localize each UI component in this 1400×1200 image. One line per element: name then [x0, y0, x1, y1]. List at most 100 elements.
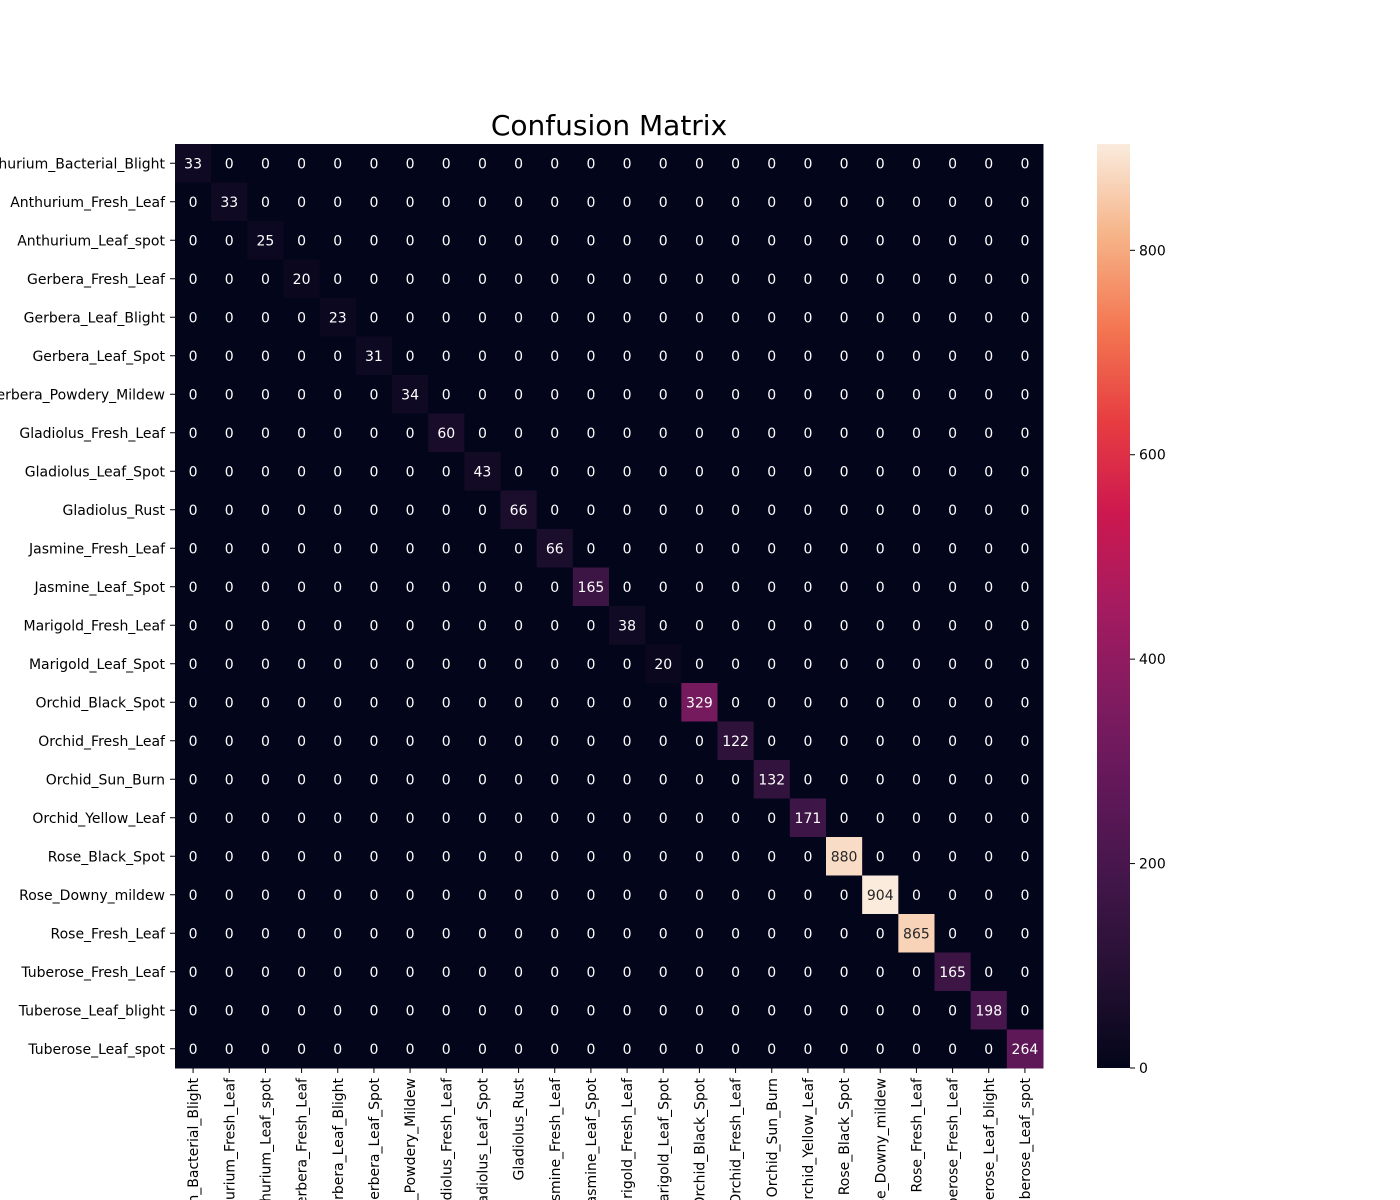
cell-value-label: 0: [261, 618, 270, 634]
heatmap-cell: [717, 644, 755, 684]
heatmap-cell: [789, 529, 827, 568]
cell-value-label: 0: [333, 387, 342, 403]
heatmap-cell: [862, 606, 899, 645]
heatmap-cell: [717, 567, 755, 607]
heatmap-cell: [609, 606, 646, 645]
colorbar-tick-label: 400: [1139, 652, 1166, 668]
heatmap-cell: [789, 837, 827, 876]
heatmap-cell: [970, 760, 1008, 799]
cell-value-label: 0: [297, 734, 306, 750]
cell-value-label: 0: [478, 233, 487, 249]
cell-value-label: 0: [912, 426, 921, 442]
cell-value-label: 0: [189, 657, 198, 673]
cell-value-label: 0: [876, 618, 885, 634]
heatmap-cell: [1006, 952, 1044, 992]
cell-value-label: 0: [189, 233, 198, 249]
heatmap-cell: [862, 837, 899, 876]
heatmap-cell: [717, 144, 755, 183]
heatmap-cell: [464, 1029, 501, 1069]
heatmap-cell: [500, 606, 538, 645]
cell-value-label: 0: [803, 195, 812, 211]
cell-value-label: 0: [406, 618, 415, 634]
cell-value-label: 0: [406, 426, 415, 442]
heatmap-cell: [283, 375, 321, 414]
heatmap-cell: [934, 606, 972, 645]
cell-value-label: 0: [406, 310, 415, 326]
heatmap-cell: [211, 721, 248, 761]
heatmap-cell: [464, 914, 501, 953]
cell-value-label: 0: [442, 849, 451, 865]
cell-value-label: 165: [939, 965, 966, 981]
heatmap-cell: [572, 798, 610, 838]
cell-value-label: 0: [261, 965, 270, 981]
heatmap-cell: [247, 1029, 284, 1069]
heatmap-cell: [609, 144, 646, 183]
heatmap-cell: [789, 375, 827, 414]
heatmap-cell: [826, 259, 863, 299]
cell-value-label: 31: [365, 349, 383, 365]
cell-value-label: 0: [333, 580, 342, 596]
cell-value-label: 0: [550, 156, 559, 172]
heatmap-cell: [500, 991, 538, 1030]
cell-value-label: 0: [695, 349, 704, 365]
cell-value-label: 0: [514, 233, 523, 249]
heatmap-cell: [175, 182, 212, 222]
heatmap-cell: [175, 413, 212, 453]
cell-value-label: 0: [659, 310, 668, 326]
heatmap-cell: [500, 837, 538, 876]
cell-value-label: 0: [767, 618, 776, 634]
cell-value-label: 0: [984, 618, 993, 634]
cell-value-label: 132: [758, 772, 785, 788]
cell-value-label: 0: [1020, 503, 1029, 519]
heatmap-cell: [862, 914, 899, 953]
cell-value-label: 198: [975, 1003, 1002, 1019]
heatmap-cell: [464, 259, 501, 299]
heatmap-cell: [645, 683, 682, 722]
cell-value-label: 0: [767, 156, 776, 172]
row-tick-label: Tuberose_Fresh_Leaf: [20, 965, 166, 981]
cell-value-label: 0: [984, 272, 993, 288]
cell-value-label: 0: [478, 926, 487, 942]
cell-value-label: 0: [767, 734, 776, 750]
cell-value-label: 0: [695, 541, 704, 557]
cell-value-label: 0: [623, 349, 632, 365]
heatmap-cell: [934, 1029, 972, 1069]
cell-value-label: 0: [514, 156, 523, 172]
cell-value-label: 0: [984, 387, 993, 403]
heatmap-cell: [1006, 567, 1044, 607]
cell-value-label: 0: [189, 195, 198, 211]
heatmap-cell: [355, 490, 393, 530]
heatmap-cell: [898, 567, 935, 607]
cell-value-label: 0: [948, 1003, 957, 1019]
heatmap-cell: [681, 413, 718, 453]
cell-value-label: 171: [795, 811, 822, 827]
row-tick-label: Gerbera_Leaf_Blight: [24, 310, 166, 326]
cell-value-label: 0: [514, 657, 523, 673]
cell-value-label: 0: [876, 349, 885, 365]
heatmap-cell: [211, 914, 248, 953]
heatmap-cell: [283, 760, 321, 799]
cell-value-label: 0: [695, 464, 704, 480]
cell-value-label: 0: [695, 811, 704, 827]
heatmap-cell: [355, 221, 393, 260]
heatmap-cell: [355, 721, 393, 761]
cell-value-label: 0: [695, 1003, 704, 1019]
cell-value-label: 0: [514, 811, 523, 827]
cell-value-label: 0: [261, 1042, 270, 1058]
column-tick-label: Rose_Black_Spot: [837, 1077, 853, 1195]
heatmap-cell: [970, 182, 1008, 222]
cell-value-label: 0: [948, 426, 957, 442]
cell-value-label: 0: [406, 156, 415, 172]
column-tick-label: Orchid_Black_Spot: [692, 1078, 708, 1200]
cell-value-label: 0: [767, 926, 776, 942]
heatmap-cell: [536, 413, 574, 453]
cell-value-label: 0: [840, 503, 849, 519]
heatmap-cell: [283, 1029, 321, 1069]
heatmap-cell: [898, 298, 935, 337]
column-tick-label: Orchid_Fresh_Leaf: [729, 1077, 745, 1200]
cell-value-label: 0: [586, 349, 595, 365]
heatmap-cell: [862, 336, 899, 376]
heatmap-cell: [645, 798, 682, 838]
heatmap-cell: [500, 952, 538, 992]
heatmap-cell: [319, 837, 357, 876]
